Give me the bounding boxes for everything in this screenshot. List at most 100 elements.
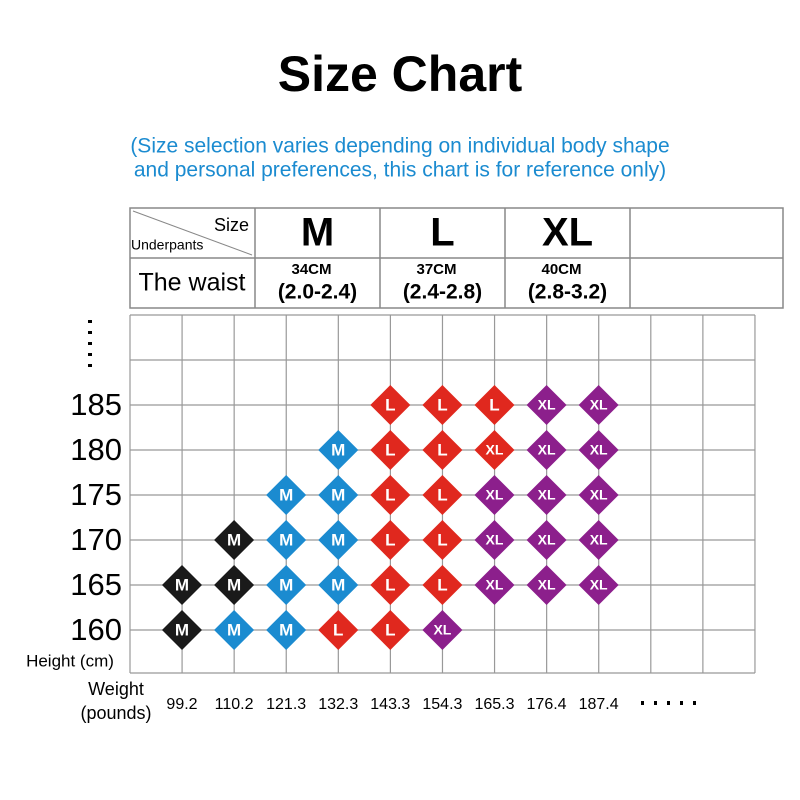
size-marker-label: L xyxy=(385,620,395,639)
size-marker-label: L xyxy=(385,575,395,594)
height-label: 170 xyxy=(70,522,122,557)
weight-label: 154.3 xyxy=(422,696,462,713)
size-marker-label: L xyxy=(385,440,395,459)
size-name: M xyxy=(301,211,334,255)
size-diamond xyxy=(214,565,255,605)
size-marker-label: M xyxy=(331,575,345,594)
size-marker-label: XL xyxy=(486,532,504,548)
waist-range: (2.8-3.2) xyxy=(528,281,607,304)
size-diamond xyxy=(214,610,255,650)
size-marker-label: L xyxy=(489,395,499,414)
size-diamond xyxy=(578,430,619,470)
size-diamond xyxy=(422,385,463,425)
size-marker-label: L xyxy=(437,395,447,414)
size-marker-label: L xyxy=(437,530,447,549)
size-marker-label: XL xyxy=(433,622,451,638)
size-diamond xyxy=(474,520,515,560)
waist-range: (2.4-2.8) xyxy=(403,281,482,304)
x-axis-label: Weight xyxy=(88,679,144,699)
weight-label: 110.2 xyxy=(215,696,254,713)
size-marker-label: XL xyxy=(538,577,556,593)
size-diamond xyxy=(162,565,202,605)
size-marker-label: XL xyxy=(538,442,556,458)
size-marker-label: XL xyxy=(486,487,504,503)
size-diamond xyxy=(370,430,411,470)
size-marker-label: L xyxy=(385,485,395,504)
size-marker-label: L xyxy=(437,485,447,504)
weight-label: 132.3 xyxy=(318,696,358,713)
waist-cm: 37CM xyxy=(416,261,456,278)
size-marker-label: L xyxy=(385,395,395,414)
size-diamond xyxy=(318,475,359,515)
size-marker-label: M xyxy=(279,485,293,504)
size-name: XL xyxy=(542,211,593,255)
size-diamond xyxy=(526,385,567,425)
size-marker-label: XL xyxy=(486,442,504,458)
row-label: Underpants xyxy=(131,237,203,253)
size-diamond xyxy=(422,475,463,515)
height-label: 180 xyxy=(70,432,122,467)
size-marker-label: M xyxy=(227,620,241,639)
height-label: 185 xyxy=(70,387,122,422)
size-diamond xyxy=(422,610,463,650)
size-marker-label: M xyxy=(227,575,241,594)
size-marker-label: M xyxy=(279,620,293,639)
x-more: ..... xyxy=(670,702,672,704)
size-marker-label: M xyxy=(175,575,189,594)
size-diamond xyxy=(422,430,463,470)
size-marker-label: M xyxy=(331,485,345,504)
size-diamond xyxy=(526,430,567,470)
size-marker-label: XL xyxy=(590,397,608,413)
size-diamond xyxy=(578,565,619,605)
size-marker-label: M xyxy=(331,530,345,549)
size-diamond xyxy=(370,385,411,425)
size-marker-label: L xyxy=(437,440,447,459)
waist-cm: 34CM xyxy=(291,261,331,278)
size-table: Size Underpants The waist xyxy=(129,207,784,309)
size-marker-label: XL xyxy=(590,577,608,593)
size-diamond xyxy=(318,610,359,650)
size-diamond xyxy=(370,565,411,605)
subtitle: (Size selection varies depending on indi… xyxy=(130,135,669,158)
weight-label: 143.3 xyxy=(370,696,410,713)
subtitle: and personal preferences, this chart is … xyxy=(134,159,666,182)
size-diamond xyxy=(162,610,202,650)
size-diamond xyxy=(474,385,515,425)
size-diamond xyxy=(474,430,515,470)
size-marker-label: XL xyxy=(590,487,608,503)
size-marker-label: XL xyxy=(538,397,556,413)
size-diamond xyxy=(318,520,359,560)
weight-label: 121.3 xyxy=(266,696,306,713)
size-marker-label: M xyxy=(279,530,293,549)
size-name: L xyxy=(430,211,454,255)
size-marker-label: M xyxy=(227,530,241,549)
height-label: 160 xyxy=(70,612,122,647)
waist-cm: 40CM xyxy=(541,261,581,278)
diagonal xyxy=(132,210,253,256)
size-diamond xyxy=(318,430,359,470)
size-marker-label: XL xyxy=(590,442,608,458)
weight-label: 99.2 xyxy=(166,696,197,713)
size-marker-label: M xyxy=(331,440,345,459)
x-axis-label: (pounds) xyxy=(80,703,151,723)
size-diamond xyxy=(578,475,619,515)
size-diamond xyxy=(370,520,411,560)
waist-range: (2.0-2.4) xyxy=(278,281,357,304)
weight-label: 176.4 xyxy=(527,696,567,713)
size-diamond xyxy=(266,475,307,515)
size-diamond xyxy=(422,565,463,605)
size-marker-label: XL xyxy=(538,487,556,503)
size-diamond xyxy=(370,475,411,515)
weight-label: 187.4 xyxy=(579,696,619,713)
size-marker-label: L xyxy=(385,530,395,549)
size-marker-label: M xyxy=(175,620,189,639)
size-diamond xyxy=(422,520,463,560)
size-diamond xyxy=(266,520,307,560)
size-diamond xyxy=(318,565,359,605)
size-diamond xyxy=(266,565,307,605)
size-label: Size xyxy=(214,215,249,235)
size-diamond xyxy=(474,565,515,605)
size-marker-label: L xyxy=(333,620,343,639)
waist-label: The waist xyxy=(139,269,246,297)
